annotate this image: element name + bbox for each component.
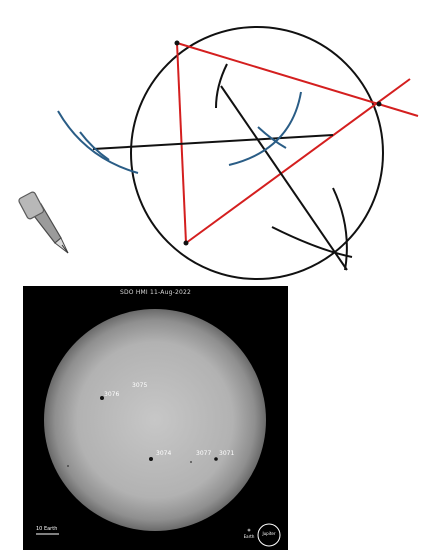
jupiter-size-circle xyxy=(257,523,281,547)
sun-image-title: SDO HMI 11-Aug-2022 xyxy=(119,289,192,296)
earth-marker-label: Earth xyxy=(243,534,255,539)
compass-arc-left-cross xyxy=(79,131,110,161)
scale-bar-label: 10 Earth xyxy=(36,526,58,532)
sunspot-minor xyxy=(67,465,69,467)
sunspot-3077 xyxy=(190,461,192,463)
circumcircle xyxy=(130,26,384,280)
sunspot-3076 xyxy=(100,396,104,400)
compass-arc xyxy=(271,226,353,258)
sun-image xyxy=(36,309,281,547)
sunspot-label: 3076 xyxy=(104,391,120,398)
sunspot-label: 3075 xyxy=(132,382,148,389)
triangle-vertex xyxy=(376,101,382,107)
earth-size-marker xyxy=(247,528,251,532)
compass-arc xyxy=(332,187,348,271)
sunspot-label: 3074 xyxy=(156,450,172,457)
sunspot-label: 3071 xyxy=(219,450,235,457)
perpendicular-bisector-diagonal xyxy=(220,85,348,271)
circumcircle-construction xyxy=(18,26,419,280)
triangle-vertex xyxy=(174,40,180,46)
sunspot-3071 xyxy=(214,457,218,461)
compass-arc-right-cross xyxy=(257,126,287,149)
sunspot-label: 3077 xyxy=(196,450,212,457)
compass-arc-left xyxy=(57,110,139,174)
sun-disk xyxy=(44,309,266,531)
compass-pencil-icon xyxy=(18,191,69,254)
sunspot-3074 xyxy=(149,457,153,461)
jupiter-label: Jupiter xyxy=(262,531,276,536)
triangle-side-right xyxy=(185,78,411,244)
compass-arc-right xyxy=(228,91,302,166)
compass-arc xyxy=(215,63,228,109)
sun-image-panel: SDO HMI 11-Aug-2022 3075 3076 3074 3077 … xyxy=(23,286,288,550)
triangle-vertex xyxy=(183,240,189,246)
perpendicular-bisector-horizontal xyxy=(92,134,334,150)
